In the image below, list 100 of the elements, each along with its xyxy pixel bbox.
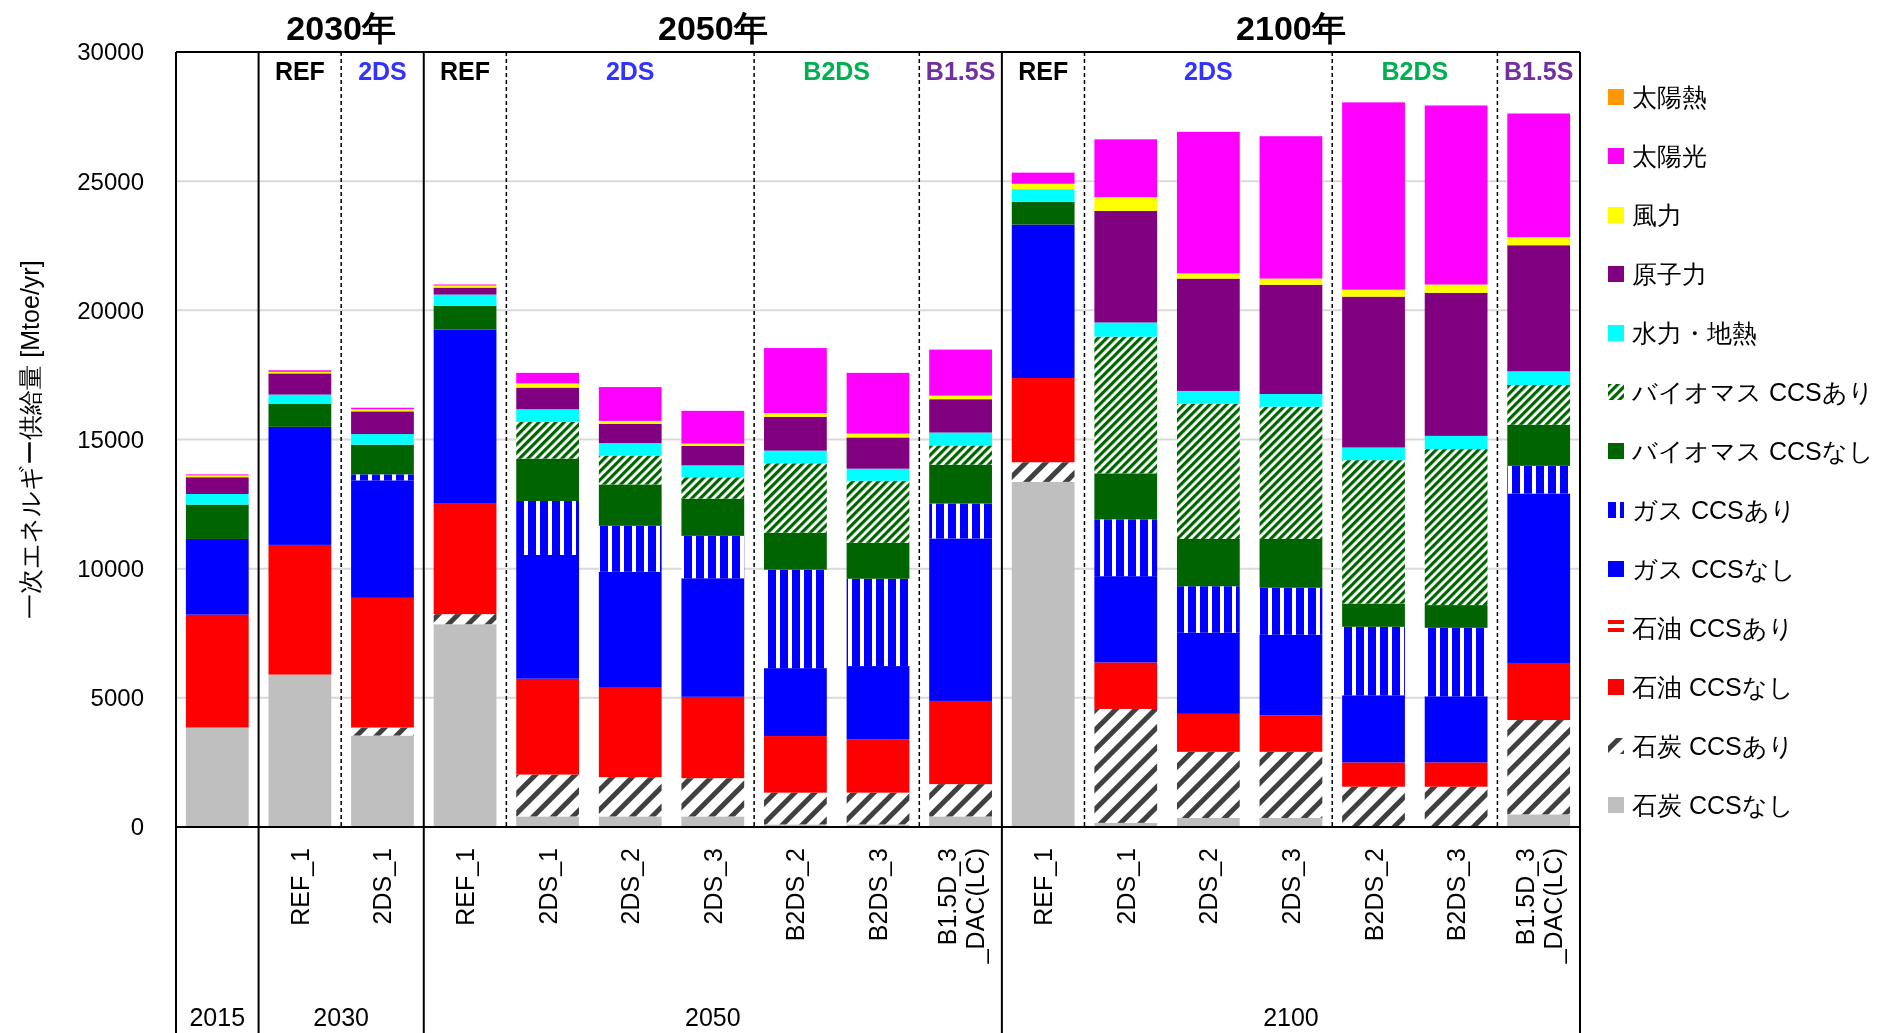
bar <box>1342 786 1405 827</box>
bar <box>1259 715 1323 752</box>
bar <box>268 674 332 827</box>
bar <box>598 777 662 817</box>
legend-label: ガス CCSなし <box>1632 554 1796 583</box>
bar <box>1424 605 1488 628</box>
bar <box>1259 278 1323 285</box>
bar <box>598 571 662 688</box>
bar <box>268 544 332 675</box>
bar <box>1094 210 1158 323</box>
x-tick-label: B2DS_3 <box>1442 848 1471 942</box>
bar <box>185 727 249 827</box>
x-tick-label: B2DS_2 <box>781 848 810 942</box>
x-tick-label: 2DS_1 <box>533 848 562 925</box>
text: 2050年 <box>658 9 768 47</box>
bar <box>764 416 827 451</box>
bar <box>351 434 414 445</box>
bar <box>764 413 827 417</box>
x-tick-label: B1.5D_3_DAC(LC) <box>1510 848 1567 965</box>
bar <box>1011 201 1075 225</box>
bar <box>1259 136 1323 279</box>
bar <box>681 445 745 466</box>
text: 2015 <box>189 1003 246 1031</box>
bar <box>681 465 745 478</box>
legend-label: 石油 CCSなし <box>1632 672 1794 701</box>
text: 2030年 <box>286 9 396 47</box>
bar <box>1342 289 1405 297</box>
bar <box>1011 189 1075 202</box>
bar <box>433 614 497 625</box>
bar <box>1424 105 1488 285</box>
bar <box>1342 603 1405 627</box>
bar <box>1342 447 1405 461</box>
bar <box>598 420 662 424</box>
bar <box>1507 113 1571 238</box>
bar <box>1176 403 1240 539</box>
x-tick-label: 2DS_1 <box>1111 848 1140 925</box>
bar <box>598 525 662 572</box>
bar <box>1507 245 1571 372</box>
bar <box>1176 273 1240 279</box>
bar <box>1094 576 1158 663</box>
bar <box>1507 371 1571 385</box>
bar <box>268 394 332 404</box>
bar <box>1424 696 1488 763</box>
legend-label: 風力 <box>1632 200 1682 229</box>
bar <box>1176 131 1240 274</box>
bar <box>1259 284 1323 395</box>
bar <box>681 816 745 827</box>
bar <box>598 455 662 485</box>
bar <box>1094 139 1158 198</box>
bar <box>1507 384 1571 425</box>
bar <box>681 696 745 779</box>
bar <box>1176 538 1240 587</box>
bar <box>1259 587 1323 635</box>
bar <box>1342 762 1405 787</box>
bar <box>516 774 580 817</box>
bar <box>681 410 745 444</box>
bar <box>516 500 580 555</box>
bar <box>598 816 662 827</box>
bar <box>1507 720 1571 815</box>
legend-label: ガス CCSあり <box>1632 495 1796 524</box>
bar <box>516 816 580 827</box>
bar <box>1094 708 1158 823</box>
y-tick-label: 5000 <box>90 684 144 712</box>
bar <box>929 816 992 827</box>
annotation: B1.5S <box>1503 57 1574 85</box>
bar <box>764 569 827 669</box>
bar <box>598 687 662 778</box>
legend-label: 石炭 CCSなし <box>1632 790 1794 819</box>
bar <box>764 792 827 825</box>
bar <box>598 423 662 444</box>
bar <box>846 480 910 543</box>
x-tick-label: 2DS_2 <box>1194 848 1223 925</box>
legend-label: バイオマス CCSなし <box>1631 436 1874 465</box>
bar <box>1094 473 1158 520</box>
bar <box>1259 538 1323 588</box>
bar <box>433 329 497 504</box>
text: 2100年 <box>1236 9 1346 47</box>
bar <box>764 450 827 464</box>
bar <box>1176 751 1240 818</box>
bar <box>351 597 414 728</box>
bar <box>351 444 414 475</box>
annotation: 2DS <box>358 57 407 85</box>
bar <box>846 437 910 469</box>
bar <box>1094 519 1158 577</box>
bar <box>1507 662 1571 721</box>
x-tick-label: 2DS_1 <box>368 848 397 925</box>
bar <box>681 778 745 817</box>
bar <box>1424 292 1488 436</box>
bar <box>1176 278 1240 391</box>
legend-label: バイオマス CCSあり <box>1631 377 1874 406</box>
bar <box>351 474 414 481</box>
annotation: 2DS <box>1184 57 1233 85</box>
bar <box>764 532 827 570</box>
bar <box>681 535 745 579</box>
bar <box>846 792 910 825</box>
annotation: B2DS <box>803 57 871 85</box>
bar <box>516 458 580 501</box>
bar <box>846 468 910 481</box>
bar <box>268 426 332 545</box>
bar <box>268 403 332 427</box>
